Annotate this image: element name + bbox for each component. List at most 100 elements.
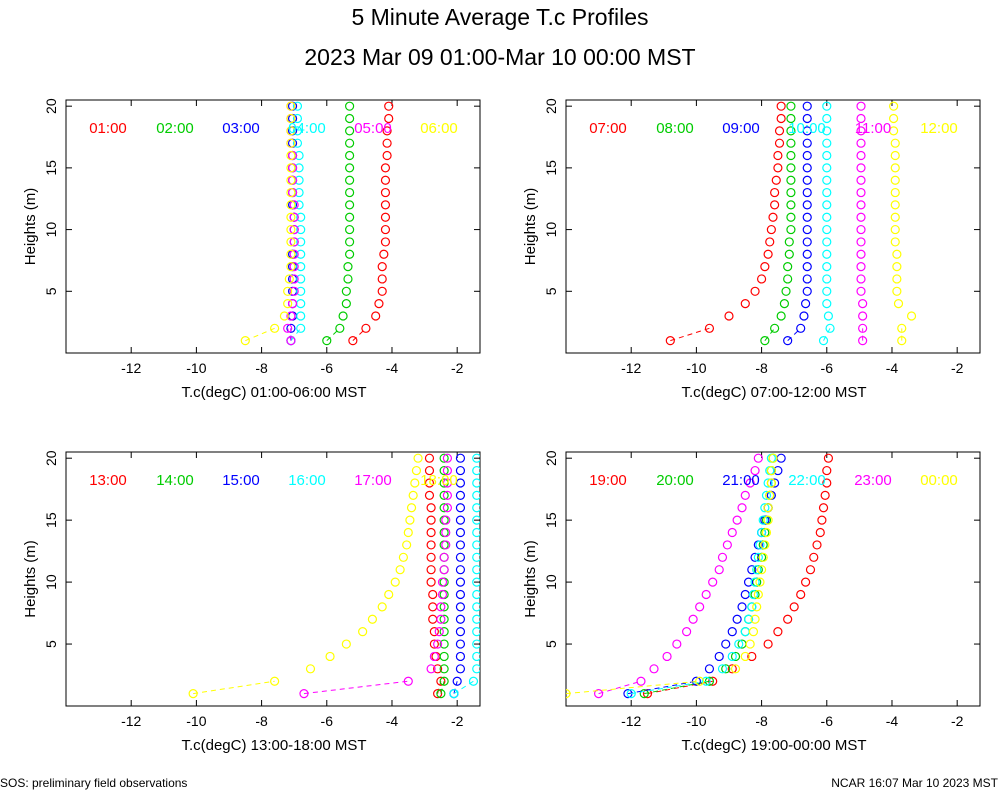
data-point-08:00 xyxy=(786,200,796,210)
data-point-11:00 xyxy=(856,237,866,247)
data-point-18:00 xyxy=(188,689,198,699)
data-point-16:00 xyxy=(449,689,459,699)
data-point-16:00 xyxy=(472,589,480,600)
data-point-01:00 xyxy=(374,299,384,309)
data-point-02:00 xyxy=(343,274,353,284)
data-point-06:00 xyxy=(286,249,296,259)
data-point-23:00 xyxy=(714,565,724,575)
data-point-10:00 xyxy=(822,262,832,272)
x-tick-label: -6 xyxy=(321,360,334,376)
y-tick-label: 20 xyxy=(43,98,59,114)
data-point-16:00 xyxy=(472,465,480,476)
data-point-06:00 xyxy=(286,187,296,198)
data-point-23:00 xyxy=(750,465,760,476)
series-06:00-link xyxy=(245,327,275,342)
data-point-07:00 xyxy=(776,113,786,124)
data-point-11:00 xyxy=(856,286,866,296)
data-point-10:00 xyxy=(822,212,832,222)
data-point-23:00 xyxy=(593,689,604,699)
data-point-17:00 xyxy=(437,589,448,600)
data-point-13:00 xyxy=(426,552,436,562)
data-point-23:00 xyxy=(722,540,732,550)
data-point-16:00 xyxy=(472,540,480,550)
data-point-18:00 xyxy=(413,453,423,463)
data-point-22:00 xyxy=(750,577,760,587)
data-point-08:00 xyxy=(786,212,796,222)
data-point-12:00 xyxy=(889,113,899,124)
data-point-01:00 xyxy=(380,187,391,198)
data-point-08:00 xyxy=(786,175,796,185)
data-point-11:00 xyxy=(858,323,868,333)
data-point-06:00 xyxy=(286,175,296,185)
data-point-22:00 xyxy=(756,527,767,538)
data-point-15:00 xyxy=(455,540,466,550)
data-point-10:00 xyxy=(822,138,832,148)
data-point-04:00 xyxy=(296,237,306,247)
data-point-09:00 xyxy=(802,175,812,185)
legend-20:00: 20:00 xyxy=(656,472,694,489)
data-point-16:00 xyxy=(472,664,480,674)
data-point-11:00 xyxy=(856,274,866,284)
data-point-22:00 xyxy=(748,589,759,600)
data-point-13:00 xyxy=(428,589,438,600)
data-point-19:00 xyxy=(809,552,819,562)
data-point-11:00 xyxy=(856,224,866,235)
data-point-11:00 xyxy=(856,101,866,111)
data-point-15:00 xyxy=(455,639,466,649)
data-point-12:00 xyxy=(893,299,904,309)
data-point-02:00 xyxy=(345,249,355,259)
data-point-02:00 xyxy=(345,237,355,247)
data-point-10:00 xyxy=(822,237,832,247)
data-point-06:00 xyxy=(283,286,293,296)
legend-14:00: 14:00 xyxy=(156,472,194,489)
data-point-08:00 xyxy=(776,311,786,321)
data-point-16:00 xyxy=(472,639,480,649)
series-17:00-link xyxy=(303,680,409,695)
data-point-17:00 xyxy=(436,602,446,612)
data-point-21:00 xyxy=(740,589,750,600)
data-point-13:00 xyxy=(433,664,443,674)
data-point-15:00 xyxy=(455,515,466,525)
data-point-13:00 xyxy=(426,515,436,525)
data-point-00:00 xyxy=(745,639,755,649)
data-point-01:00 xyxy=(377,286,387,296)
data-point-23:00 xyxy=(740,490,750,500)
data-point-08:00 xyxy=(781,286,791,296)
data-point-19:00 xyxy=(812,540,822,550)
data-point-20:00 xyxy=(730,651,741,662)
data-point-21:00 xyxy=(714,651,724,662)
data-point-18:00 xyxy=(406,503,417,513)
data-point-12:00 xyxy=(890,163,900,173)
data-point-12:00 xyxy=(890,200,900,210)
data-point-01:00 xyxy=(380,200,391,210)
data-point-17:00 xyxy=(442,465,453,476)
data-point-02:00 xyxy=(341,286,351,296)
series-15:00-link xyxy=(453,681,458,694)
data-point-06:00 xyxy=(286,262,296,272)
x-axis-label: T.c(degC) 07:00-12:00 MST xyxy=(681,384,866,401)
data-point-09:00 xyxy=(802,249,812,259)
data-point-08:00 xyxy=(783,262,793,272)
data-point-09:00 xyxy=(802,138,812,148)
data-point-17:00 xyxy=(437,577,448,587)
data-point-12:00 xyxy=(890,175,900,185)
data-point-04:00 xyxy=(296,262,306,272)
data-point-08:00 xyxy=(783,274,793,284)
plot-data-layer xyxy=(240,101,394,346)
data-point-07:00 xyxy=(776,101,786,111)
data-point-23:00 xyxy=(672,639,682,649)
data-point-06:00 xyxy=(240,336,250,346)
data-point-00:00 xyxy=(748,627,759,637)
series-00:00-link xyxy=(566,680,700,695)
data-point-11:00 xyxy=(856,138,866,148)
data-point-17:00 xyxy=(442,453,453,463)
data-point-12:00 xyxy=(890,212,900,222)
data-point-04:00 xyxy=(296,274,306,284)
plot-panel-2: -12 -10 -8 -6 -4 -2 5 10 15 20 T.c(degC) 07:00-12:… xyxy=(522,98,981,401)
data-point-17:00 xyxy=(436,614,446,624)
legend-16:00: 16:00 xyxy=(288,472,326,489)
data-point-01:00 xyxy=(382,126,392,136)
y-tick-label: 5 xyxy=(543,287,559,295)
x-tick-label: -4 xyxy=(886,360,899,376)
data-point-18:00 xyxy=(367,614,378,624)
